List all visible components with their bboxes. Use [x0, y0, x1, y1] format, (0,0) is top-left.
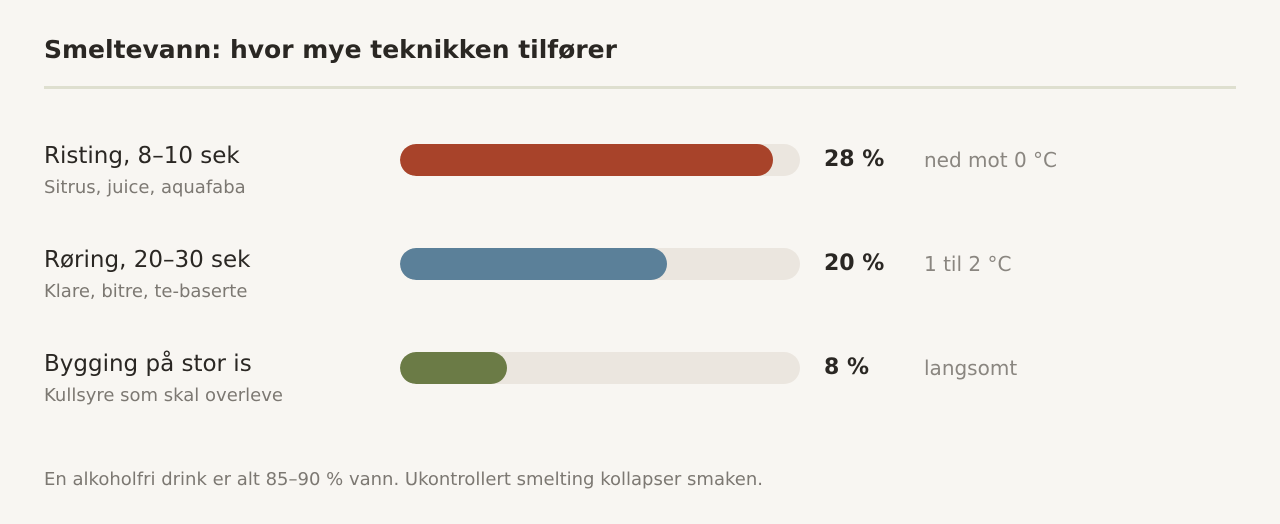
- row-sublabel: Klare, bitre, te-baserte: [44, 281, 248, 302]
- row-label: Røring, 20–30 sek: [44, 247, 251, 273]
- bar-row-risting: Risting, 8–10 sek Sitrus, juice, aquafab…: [44, 140, 1236, 216]
- value-label: 20 %: [824, 251, 885, 276]
- value-label: 8 %: [824, 355, 870, 380]
- bar-track: [400, 144, 800, 176]
- bar-row-bygging: Bygging på stor is Kullsyre som skal ove…: [44, 348, 1236, 424]
- bar-fill: [400, 144, 773, 176]
- value-label: 28 %: [824, 147, 885, 172]
- row-label: Bygging på stor is: [44, 351, 252, 377]
- row-sublabel: Sitrus, juice, aquafaba: [44, 177, 246, 198]
- bar-fill: [400, 352, 507, 384]
- footnote: En alkoholfri drink er alt 85–90 % vann.…: [44, 469, 763, 490]
- chart-title: Smeltevann: hvor mye teknikken tilfører: [44, 35, 617, 64]
- bar-fill: [400, 248, 667, 280]
- title-divider: [44, 86, 1236, 89]
- temperature-note: 1 til 2 °C: [924, 252, 1012, 276]
- bar-row-roring: Røring, 20–30 sek Klare, bitre, te-baser…: [44, 244, 1236, 320]
- bar-track: [400, 352, 800, 384]
- row-sublabel: Kullsyre som skal overleve: [44, 385, 283, 406]
- bar-track: [400, 248, 800, 280]
- temperature-note: ned mot 0 °C: [924, 148, 1057, 172]
- row-label: Risting, 8–10 sek: [44, 143, 240, 169]
- temperature-note: langsomt: [924, 356, 1018, 380]
